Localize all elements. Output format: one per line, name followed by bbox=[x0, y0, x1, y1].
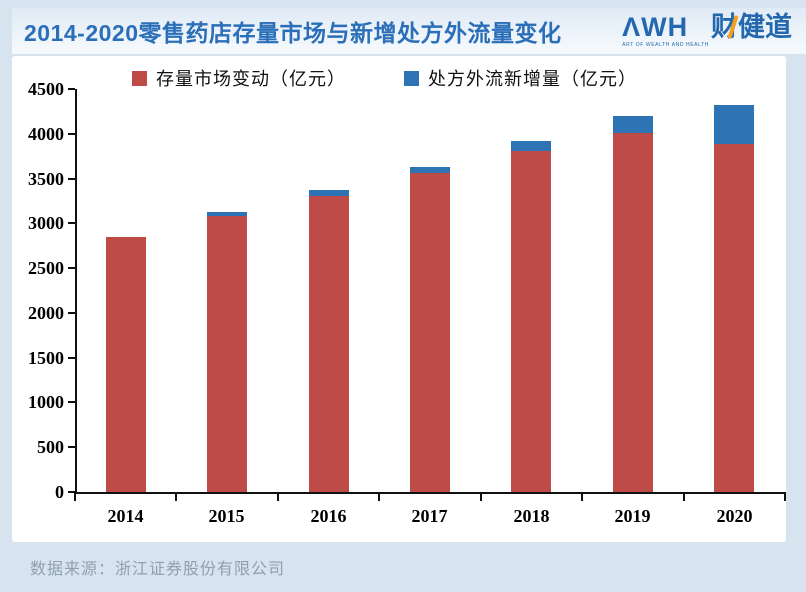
y-axis-line bbox=[75, 89, 77, 494]
stock-segment bbox=[714, 144, 754, 492]
logo-chinese-text: 财健道 bbox=[711, 12, 792, 42]
y-tick-mark bbox=[68, 88, 75, 90]
y-tick-mark bbox=[68, 401, 75, 404]
header: 2014-2020零售药店存量市场与新增处方外流量变化 ΛWH ART OF W… bbox=[12, 8, 806, 54]
logo-latin-block: ΛWH ART OF WEALTH AND HEALTH bbox=[622, 12, 709, 49]
x-axis-labels: 2014 2015 2016 2017 2018 2019 2020 bbox=[75, 506, 785, 530]
chart-legend: 存量市场变动（亿元） 处方外流新增量（亿元） bbox=[132, 65, 637, 91]
y-tick-label: 500 bbox=[37, 437, 64, 458]
stock-segment bbox=[207, 216, 247, 492]
legend-swatch-icon bbox=[132, 70, 147, 86]
y-tick-mark bbox=[68, 222, 75, 225]
y-axis-labels: 0 500 1000 1500 2000 2500 3000 3500 4000 4500 bbox=[12, 79, 64, 502]
outflow-segment bbox=[714, 105, 754, 144]
x-tick-label: 2017 bbox=[411, 506, 448, 526]
y-tick-mark bbox=[68, 267, 75, 270]
x-tick-label: 2019 bbox=[614, 506, 651, 526]
legend-label: 处方外流新增量（亿元） bbox=[428, 69, 637, 89]
y-tick-label: 0 bbox=[55, 482, 64, 502]
y-tick-mark bbox=[68, 446, 75, 449]
stock-segment bbox=[106, 237, 146, 492]
logo-wordmark-chinese: 财健道 bbox=[711, 14, 792, 41]
x-tick-mark bbox=[74, 492, 76, 501]
bar-2017 bbox=[410, 167, 450, 492]
bar-2020 bbox=[714, 105, 754, 492]
data-source: 数据来源：浙江证券股份有限公司 bbox=[30, 561, 286, 578]
x-tick-mark bbox=[378, 492, 380, 501]
x-tick-mark bbox=[784, 492, 786, 501]
y-tick-mark bbox=[68, 356, 75, 359]
bar-2016 bbox=[309, 190, 349, 492]
logo-wordmark-latin: ΛWH bbox=[622, 12, 689, 42]
x-tick-label: 2016 bbox=[310, 506, 347, 526]
bar-2015 bbox=[207, 212, 247, 492]
x-tick-mark bbox=[683, 492, 685, 501]
y-tick-mark bbox=[68, 177, 75, 180]
x-tick-mark bbox=[581, 492, 583, 501]
x-axis-line bbox=[75, 492, 786, 494]
x-tick-label: 2018 bbox=[513, 506, 550, 526]
x-tick-label: 2015 bbox=[208, 506, 245, 526]
legend-label: 存量市场变动（亿元） bbox=[156, 69, 346, 89]
y-tick-label: 2500 bbox=[28, 258, 64, 279]
bar-2014 bbox=[106, 237, 146, 492]
outflow-segment bbox=[207, 212, 247, 216]
page-title: 2014-2020零售药店存量市场与新增处方外流量变化 bbox=[24, 20, 562, 46]
y-tick-label: 1500 bbox=[28, 347, 64, 368]
outflow-segment bbox=[309, 190, 349, 196]
legend-item-0: 存量市场变动（亿元） bbox=[132, 65, 346, 91]
x-tick-mark bbox=[480, 492, 482, 501]
y-tick-mark bbox=[68, 491, 75, 493]
y-tick-mark bbox=[68, 132, 75, 135]
y-tick-label: 4000 bbox=[28, 123, 64, 144]
x-tick-mark bbox=[277, 492, 279, 501]
legend-swatch-icon bbox=[404, 70, 419, 86]
x-tick-label: 2020 bbox=[716, 506, 753, 526]
y-tick-label: 3500 bbox=[28, 168, 64, 189]
outflow-segment bbox=[613, 116, 653, 133]
bar-2018 bbox=[511, 141, 551, 492]
logo-tagline: ART OF WEALTH AND HEALTH bbox=[622, 42, 709, 48]
plot-area bbox=[75, 89, 785, 492]
bar-2019 bbox=[613, 116, 653, 492]
y-tick-label: 1000 bbox=[28, 392, 64, 413]
legend-item-1: 处方外流新增量（亿元） bbox=[404, 65, 637, 91]
chart-card: 存量市场变动（亿元） 处方外流新增量（亿元） 0 500 1000 1500 2000 25… bbox=[12, 56, 786, 542]
outflow-segment bbox=[410, 167, 450, 173]
x-tick-label: 2014 bbox=[107, 506, 144, 526]
stock-segment bbox=[410, 173, 450, 492]
y-tick-label: 3000 bbox=[28, 213, 64, 234]
x-tick-mark bbox=[175, 492, 177, 501]
outflow-segment bbox=[511, 141, 551, 151]
stock-segment bbox=[613, 133, 653, 492]
y-tick-label: 4500 bbox=[28, 79, 64, 99]
stock-segment bbox=[511, 151, 551, 492]
awh-logo: ΛWH ART OF WEALTH AND HEALTH 财健道 bbox=[622, 12, 792, 49]
y-tick-mark bbox=[68, 311, 75, 314]
stock-segment bbox=[309, 196, 349, 492]
y-tick-label: 2000 bbox=[28, 302, 64, 323]
